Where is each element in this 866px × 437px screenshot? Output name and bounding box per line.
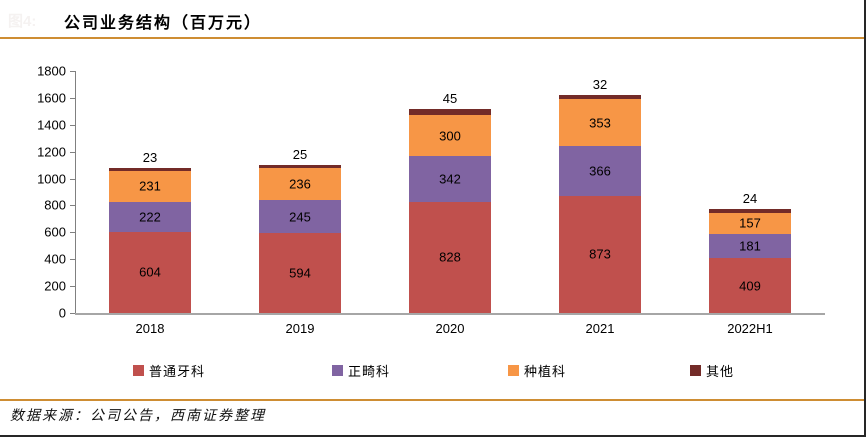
bar-segment-普通牙科 <box>259 233 341 313</box>
bar-segment-普通牙科 <box>709 258 791 313</box>
y-axis-tick <box>70 286 75 288</box>
bar-segment-种植科 <box>409 115 491 156</box>
y-axis-line <box>75 71 76 313</box>
bar-value-label: 594 <box>289 265 311 281</box>
bar-value-label: 873 <box>589 246 611 262</box>
legend-item-普通牙科: 普通牙科 <box>133 361 205 380</box>
bar-segment-其他 <box>409 109 491 116</box>
bar-value-label: 300 <box>439 128 461 144</box>
bar-value-label: 231 <box>139 178 161 194</box>
legend-item-种植科: 种植科 <box>508 361 566 380</box>
y-axis-tick <box>70 313 75 314</box>
y-axis-tick <box>70 97 75 99</box>
bar-value-label: 157 <box>739 215 761 231</box>
y-axis-tick <box>70 232 75 234</box>
y-axis-tick <box>70 178 75 180</box>
y-axis-tick-label: 1600 <box>37 90 66 106</box>
bar-segment-正畸科 <box>259 200 341 234</box>
bar-segment-种植科 <box>559 98 641 147</box>
legend-label: 其他 <box>706 364 735 379</box>
bar-segment-其他 <box>109 167 191 171</box>
y-axis-tick <box>70 259 75 261</box>
data-source-note: 数据来源：公司公告，西南证券整理 <box>10 408 266 424</box>
x-axis-category-label: 2019 <box>285 321 315 336</box>
bar-value-label: 245 <box>289 209 311 225</box>
y-axis-tick <box>70 205 75 207</box>
bar-segment-正畸科 <box>409 155 491 202</box>
x-axis-line <box>75 313 825 315</box>
top-divider-rule <box>0 37 864 39</box>
bar-total-top-label: 45 <box>442 91 458 107</box>
bar-value-label: 409 <box>739 278 761 293</box>
y-axis-tick-label: 800 <box>44 197 66 213</box>
y-axis-tick-label: 600 <box>44 224 66 240</box>
y-axis-tick <box>70 151 75 153</box>
y-axis-tick <box>70 71 75 72</box>
y-axis-tick-label: 1000 <box>37 171 66 187</box>
bar-value-label: 604 <box>139 264 161 280</box>
bar-segment-正畸科 <box>709 233 791 258</box>
bar-value-label: 353 <box>589 115 611 131</box>
y-axis-tick-label: 400 <box>44 251 66 267</box>
legend-item-正畸科: 正畸科 <box>332 361 390 380</box>
bar-segment-其他 <box>709 209 791 213</box>
legend-swatch-icon <box>332 365 343 376</box>
legend-label: 普通牙科 <box>149 364 206 379</box>
bar-total-top-label: 25 <box>292 147 308 163</box>
bar-segment-普通牙科 <box>409 201 491 313</box>
x-axis-category-label: 2021 <box>585 321 615 336</box>
bottom-divider-rule <box>0 399 864 401</box>
bar-segment-种植科 <box>259 168 341 201</box>
bar-total-top-label: 32 <box>592 76 608 92</box>
x-axis-category-label: 2020 <box>435 321 465 336</box>
bar-total-top-label: 24 <box>742 191 758 207</box>
y-axis-tick <box>70 124 75 126</box>
legend-label: 正畸科 <box>348 364 391 379</box>
legend-label: 种植科 <box>524 364 567 379</box>
bar-segment-种植科 <box>709 212 791 234</box>
legend-swatch-icon <box>133 365 144 376</box>
bar-total-top-label: 23 <box>142 149 158 165</box>
bar-value-label: 222 <box>139 209 161 225</box>
y-axis-tick-label: 0 <box>58 305 66 321</box>
legend-swatch-icon <box>508 365 519 376</box>
legend-swatch-icon <box>690 365 701 376</box>
y-axis-tick-label: 1800 <box>37 63 66 79</box>
bar-segment-其他 <box>559 94 641 99</box>
y-axis-tick-label: 200 <box>44 278 66 294</box>
x-axis-category-label: 2018 <box>135 321 165 336</box>
legend-item-其他: 其他 <box>690 361 734 380</box>
x-axis-category-label: 2022H1 <box>727 321 773 336</box>
bar-value-label: 236 <box>289 176 311 192</box>
bar-value-label: 342 <box>439 171 461 187</box>
bar-segment-其他 <box>259 165 341 169</box>
bar-segment-种植科 <box>109 170 191 202</box>
figure-number-label: 图4: <box>8 13 37 30</box>
bar-segment-正畸科 <box>559 146 641 196</box>
bar-segment-普通牙科 <box>559 195 641 313</box>
bar-segment-普通牙科 <box>109 231 191 313</box>
bar-value-label: 366 <box>589 163 611 179</box>
y-axis-tick-label: 1400 <box>37 117 66 133</box>
bar-value-label: 828 <box>439 249 461 265</box>
bar-value-label: 181 <box>739 238 761 254</box>
chart-title: 公司业务结构（百万元） <box>64 15 263 32</box>
bar-segment-正畸科 <box>109 201 191 232</box>
y-axis-tick-label: 1200 <box>37 144 66 160</box>
